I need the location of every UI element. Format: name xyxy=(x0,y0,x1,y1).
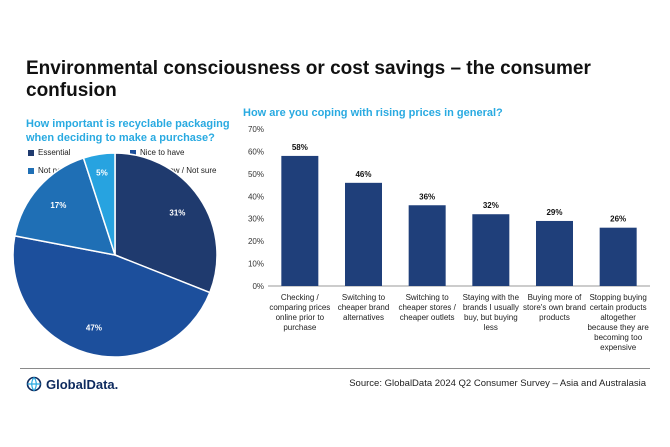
pie-slice xyxy=(13,157,117,256)
y-tick-label: 30% xyxy=(248,215,264,224)
pie-slice xyxy=(82,152,116,256)
x-category-label: Switching to cheaper brand alternatives xyxy=(337,293,390,322)
bar-value-label: 26% xyxy=(610,215,626,224)
legend-item-essential: Essential xyxy=(28,148,70,157)
y-tick-label: 60% xyxy=(248,147,264,156)
footer-divider xyxy=(20,368,650,369)
globe-icon xyxy=(26,376,42,392)
y-tick-label: 50% xyxy=(248,170,264,179)
y-tick-label: 10% xyxy=(248,260,264,269)
x-category-label: Switching to cheaper stores / cheaper ou… xyxy=(398,293,456,322)
bar xyxy=(536,220,573,286)
globaldata-logo: GlobalData. xyxy=(26,376,118,392)
bar-chart-title: How are you coping with rising prices in… xyxy=(243,107,503,119)
bar xyxy=(599,227,637,286)
x-category-label: Buying more of store's own brand product… xyxy=(523,293,586,322)
bar-value-label: 46% xyxy=(355,170,371,179)
x-category-label: Stopping buying certain products altoget… xyxy=(587,293,649,352)
bar xyxy=(281,155,319,286)
bar-value-label: 32% xyxy=(483,201,499,210)
bar xyxy=(345,182,382,286)
y-tick-label: 0% xyxy=(252,282,264,291)
legend-label: Essential xyxy=(38,148,71,157)
legend-swatch xyxy=(130,149,136,156)
slide-title: Environmental consciousness or cost savi… xyxy=(26,58,591,101)
pie-slice-label: 5% xyxy=(96,168,108,177)
pie-slice-label: 17% xyxy=(50,201,66,210)
source-note: Source: GlobalData 2024 Q2 Consumer Surv… xyxy=(349,378,646,389)
pie-slice xyxy=(12,235,211,358)
bar-value-label: 29% xyxy=(546,208,562,217)
pie-slice-label: 47% xyxy=(86,323,102,332)
x-category-label: Staying with the brands I usually buy, b… xyxy=(462,293,520,332)
y-tick-label: 40% xyxy=(248,192,264,201)
legend-item-nice-to-have: Nice to have xyxy=(130,148,184,157)
legend-label: Nice to have xyxy=(140,148,185,157)
y-tick-label: 20% xyxy=(248,237,264,246)
y-tick-label: 70% xyxy=(248,125,264,134)
legend-swatch xyxy=(28,149,34,156)
pie-slice xyxy=(114,152,218,294)
pie-slice-label: 31% xyxy=(169,209,185,218)
bar-value-label: 36% xyxy=(419,192,435,201)
x-category-label: Checking / comparing prices online prior… xyxy=(269,293,331,332)
legend-swatch xyxy=(28,167,34,174)
bar xyxy=(472,214,510,286)
legend-label: Don’t know / Not sure xyxy=(140,166,217,175)
bar-value-label: 58% xyxy=(292,143,308,152)
logo-text: GlobalData. xyxy=(46,376,119,392)
pie-chart-title: How important is recyclable packaging wh… xyxy=(26,118,230,144)
bar xyxy=(408,205,446,286)
